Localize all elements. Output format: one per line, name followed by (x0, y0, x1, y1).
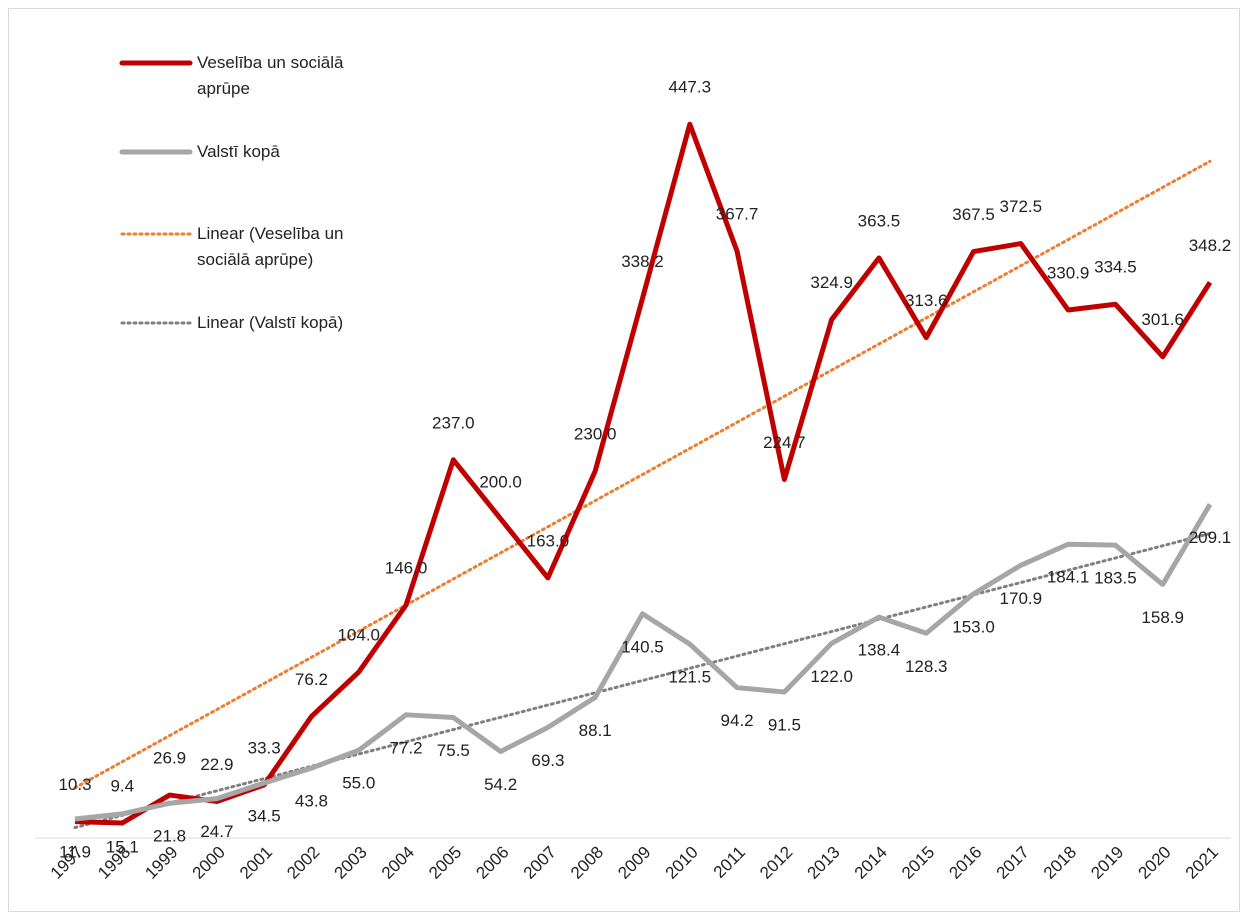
legend-label: Valstī kopā (197, 142, 280, 161)
trendline (73, 159, 1212, 790)
data-label: 75.5 (437, 741, 470, 760)
data-label: 153.0 (952, 617, 995, 636)
data-label: 104.0 (337, 626, 380, 645)
x-tick-label: 2021 (1182, 843, 1222, 883)
x-tick-label: 2004 (378, 843, 418, 883)
data-label: 237.0 (432, 413, 475, 432)
data-label: 34.5 (248, 806, 281, 825)
data-label: 122.0 (810, 667, 853, 686)
data-label: 158.9 (1141, 608, 1184, 627)
data-label: 324.9 (810, 273, 853, 292)
data-label: 301.6 (1141, 310, 1184, 329)
data-label: 183.5 (1094, 569, 1137, 588)
data-label: 200.0 (479, 472, 522, 491)
x-tick-label: 2020 (1135, 843, 1175, 883)
x-tick-label: 2017 (993, 843, 1033, 883)
data-label: 24.7 (200, 822, 233, 841)
data-label: 22.9 (200, 755, 233, 774)
data-label: 43.8 (295, 792, 328, 811)
data-label: 224.7 (763, 433, 806, 452)
series-line (74, 503, 1213, 822)
legend-label: Linear (Veselība un sociālā aprūpe) (197, 224, 344, 269)
data-label: 348.2 (1189, 236, 1232, 255)
data-label: 334.5 (1094, 258, 1137, 277)
x-tick-label: 2001 (236, 843, 276, 883)
x-tick-label: 2002 (283, 843, 323, 883)
data-label: 91.5 (768, 715, 801, 734)
x-tick-label: 1999 (141, 843, 181, 883)
data-label: 367.7 (716, 205, 759, 224)
data-label: 11.9 (59, 842, 91, 861)
data-label: 372.5 (1000, 197, 1043, 216)
x-tick-label: 2018 (1040, 843, 1080, 883)
data-label: 363.5 (858, 211, 901, 230)
data-label: 338.2 (621, 252, 664, 271)
data-label: 77.2 (389, 738, 422, 757)
data-label: 88.1 (579, 721, 612, 740)
x-tick-label: 2009 (614, 843, 654, 883)
data-label: 170.9 (1000, 589, 1043, 608)
legend-label: Linear (Valstī kopā) (197, 313, 344, 332)
data-label: 313.6 (905, 291, 948, 310)
data-label: 447.3 (669, 78, 712, 97)
x-tick-label: 2003 (331, 843, 371, 883)
x-tick-label: 2011 (710, 843, 749, 882)
data-label: 26.9 (153, 749, 186, 768)
data-label: 209.1 (1189, 528, 1232, 547)
x-tick-label: 2016 (945, 843, 985, 883)
x-tick-label: 2019 (1087, 843, 1127, 883)
data-label: 230.0 (574, 424, 617, 443)
data-label: 21.8 (153, 827, 186, 846)
x-tick-label: 2010 (662, 843, 702, 883)
data-label: 94.2 (721, 711, 754, 730)
data-label: 128.3 (905, 657, 948, 676)
x-tick-label: 2007 (520, 843, 560, 883)
data-label: 55.0 (342, 774, 375, 793)
data-label: 10.3 (58, 775, 91, 794)
x-tick-label: 2008 (567, 843, 607, 883)
data-label: 367.5 (952, 205, 995, 224)
data-label: 9.4 (110, 776, 134, 795)
trendline (73, 531, 1212, 830)
data-label: 33.3 (248, 738, 281, 757)
x-tick-label: 2014 (851, 843, 891, 883)
x-tick-label: 2013 (803, 843, 843, 883)
x-tick-label: 2000 (189, 843, 229, 883)
data-label: 140.5 (621, 637, 664, 656)
chart-border (8, 8, 1240, 912)
data-label: 146.0 (385, 559, 428, 578)
data-label: 54.2 (484, 775, 517, 794)
data-label: 184.1 (1047, 568, 1090, 587)
data-label: 15.1 (106, 837, 139, 856)
x-tick-label: 2006 (472, 843, 512, 883)
data-label: 138.4 (858, 641, 901, 660)
x-tick-label: 2015 (898, 843, 938, 883)
x-tick-label: 2012 (756, 843, 796, 883)
data-label: 69.3 (531, 751, 564, 770)
data-label: 330.9 (1047, 263, 1090, 282)
data-label: 163.0 (527, 531, 570, 550)
data-label: 121.5 (669, 668, 712, 687)
data-label: 76.2 (295, 670, 328, 689)
x-tick-label: 2005 (425, 843, 465, 883)
legend-label: Veselība un sociālā aprūpe (197, 53, 344, 98)
